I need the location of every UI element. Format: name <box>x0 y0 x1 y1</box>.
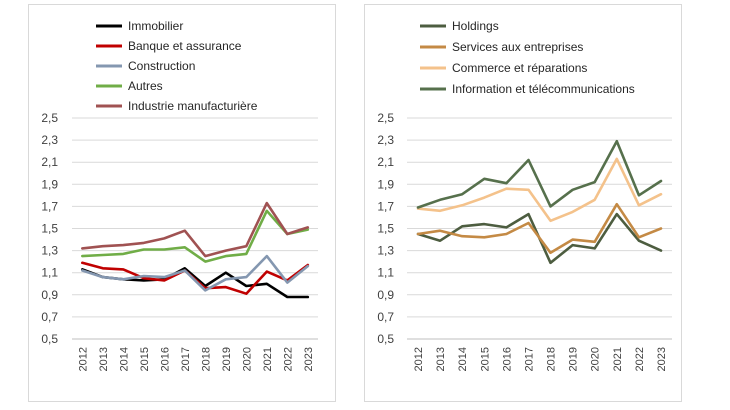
chart-left: 0,5 0,7 0,9 1,1 1,3 1,5 1,7 1,9 2,1 2,3 2,5 2012 201… <box>41 19 318 371</box>
x-tick-label: 2017 <box>523 347 535 371</box>
legend-label: Autres <box>128 79 163 93</box>
legend-label: Commerce et réparations <box>452 61 587 75</box>
legend-label: Banque et assurance <box>128 39 242 53</box>
y-tick-label: 2,1 <box>41 155 58 169</box>
y-tick-label: 1,7 <box>41 199 58 213</box>
legend-label: Holdings <box>452 19 499 33</box>
series-line-2 <box>416 202 663 255</box>
x-tick-label: 2019 <box>221 347 233 371</box>
y-tick-label: 1,1 <box>377 266 394 280</box>
x-tick-label: 2018 <box>200 347 212 371</box>
x-tick-label: 2021 <box>612 347 624 371</box>
series-line-3 <box>81 254 310 292</box>
y-tick-label: 0,5 <box>377 332 394 346</box>
y-tick-label: 0,9 <box>377 288 394 302</box>
x-tick-label: 2017 <box>180 347 192 371</box>
y-tick-label: 2,5 <box>377 111 394 125</box>
y-tick-label: 1,9 <box>377 177 394 191</box>
x-tick-label: 2021 <box>262 347 274 371</box>
x-tick-label: 2012 <box>77 347 89 371</box>
y-tick-label: 1,3 <box>41 244 58 258</box>
y-tick-label: 0,9 <box>41 288 58 302</box>
y-tick-label: 1,9 <box>41 177 58 191</box>
legend-label: Services aux entreprises <box>452 40 583 54</box>
y-tick-label: 0,7 <box>377 310 394 324</box>
legend-label: Immobilier <box>128 19 183 33</box>
y-tick-label: 1,1 <box>41 266 58 280</box>
series-line-4 <box>416 139 663 209</box>
legend-label: Construction <box>128 59 195 73</box>
x-tick-label: 2015 <box>479 347 491 371</box>
series-line-3 <box>416 157 663 223</box>
x-tick-label: 2020 <box>590 347 602 371</box>
y-tick-label: 1,3 <box>377 244 394 258</box>
y-tick-label: 1,5 <box>377 222 394 236</box>
x-tick-label: 2022 <box>282 347 294 371</box>
x-tick-label: 2014 <box>118 347 130 371</box>
y-tick-label: 2,5 <box>41 111 58 125</box>
y-tick-label: 2,3 <box>41 133 58 147</box>
x-tick-label: 2020 <box>241 347 253 371</box>
x-tick-label: 2014 <box>457 347 469 371</box>
x-tick-label: 2023 <box>656 347 668 371</box>
x-tick-label: 2015 <box>139 347 151 371</box>
x-tick-label: 2019 <box>568 347 580 371</box>
x-tick-label: 2018 <box>546 347 558 371</box>
y-tick-label: 2,1 <box>377 155 394 169</box>
y-tick-label: 0,7 <box>41 310 58 324</box>
x-tick-label: 2013 <box>98 347 110 371</box>
x-tick-label: 2016 <box>501 347 513 371</box>
x-tick-label: 2016 <box>159 347 171 371</box>
chart-right: 0,5 0,7 0,9 1,1 1,3 1,5 1,7 1,9 2,1 2,3 2,5 2012 201… <box>377 19 672 371</box>
series-line-4 <box>81 209 310 263</box>
x-tick-label: 2013 <box>435 347 447 371</box>
chart-right-panel <box>364 4 682 402</box>
x-tick-label: 2012 <box>413 347 425 371</box>
y-tick-label: 0,5 <box>41 332 58 346</box>
y-tick-label: 1,7 <box>377 199 394 213</box>
legend-label: Industrie manufacturière <box>128 99 258 113</box>
x-tick-label: 2022 <box>634 347 646 371</box>
x-tick-label: 2023 <box>303 347 315 371</box>
series-line-5 <box>81 201 310 258</box>
chart-left-panel <box>28 4 336 402</box>
legend-label: Information et télécommunications <box>452 82 635 96</box>
y-tick-label: 1,5 <box>41 222 58 236</box>
y-tick-label: 2,3 <box>377 133 394 147</box>
